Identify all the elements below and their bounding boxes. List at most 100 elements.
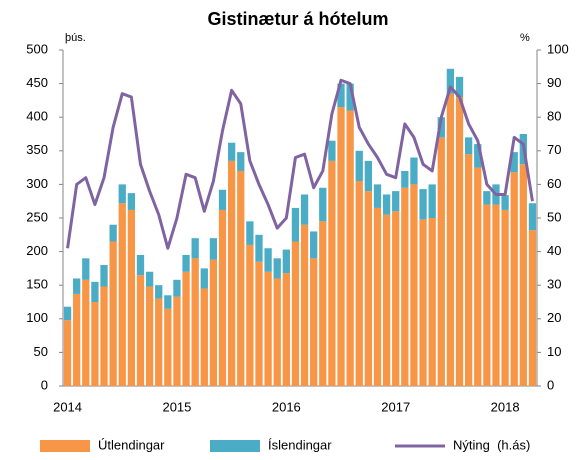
bar-segment	[264, 271, 272, 386]
bar-segment	[355, 181, 363, 386]
bar-segment	[401, 170, 409, 188]
bar-segment	[428, 218, 436, 386]
y-tick-label: 400	[26, 109, 48, 124]
legend-label: Útlendingar	[98, 437, 165, 452]
bar-segment	[410, 157, 418, 185]
legend-swatch	[40, 440, 90, 452]
x-tick-label: 2016	[272, 399, 301, 414]
y2-tick-label: 70	[547, 142, 561, 157]
bar-segment	[392, 191, 400, 212]
bar-segment	[382, 214, 391, 386]
bar-segment	[118, 184, 126, 204]
y-unit: þús.	[65, 32, 86, 44]
bar-segment	[164, 308, 172, 386]
y2-tick-label: 0	[547, 377, 554, 392]
y2-tick-label: 90	[547, 75, 561, 90]
bar-segment	[337, 107, 345, 387]
bar-segment	[255, 261, 263, 386]
chart-title: Gistinætur á hótelum	[207, 9, 388, 29]
legend-swatch	[210, 440, 260, 452]
bar-segment	[109, 241, 117, 386]
bar-segment	[73, 293, 81, 386]
y2-tick-label: 20	[547, 310, 561, 325]
bar-segment	[328, 160, 336, 386]
bar-segment	[209, 259, 218, 386]
y2-tick-label: 10	[547, 344, 561, 359]
bar-segment	[337, 83, 345, 108]
bar-segment	[209, 238, 218, 260]
bar-segment	[455, 76, 464, 98]
bar-segment	[63, 320, 72, 386]
bar-segment	[264, 248, 272, 272]
bar-segment	[127, 193, 136, 210]
bar-segment	[246, 244, 254, 386]
bar-segment	[164, 295, 172, 309]
bar-segment	[346, 83, 354, 111]
bar-segment	[145, 286, 154, 386]
bar-segment	[136, 254, 145, 276]
bar-segment	[364, 191, 373, 386]
bar-segment	[227, 160, 236, 386]
y-tick-label: 450	[26, 75, 48, 90]
x-tick-label: 2015	[162, 399, 191, 414]
legend-label: Nýting (h.ás)	[453, 437, 530, 452]
bar-segment	[401, 187, 409, 386]
bar-segment	[255, 234, 263, 262]
bar-segment	[382, 194, 391, 215]
y-tick-label: 300	[26, 176, 48, 191]
bar-segment	[319, 221, 327, 386]
x-tick-label: 2017	[381, 399, 410, 414]
bar-segment	[455, 97, 464, 386]
bar-segment	[319, 187, 327, 222]
bar-segment	[63, 306, 72, 321]
bar-segment	[437, 137, 445, 386]
y-tick-label: 0	[41, 377, 48, 392]
bar-segment	[155, 285, 163, 299]
bar-segment	[483, 204, 491, 386]
bar-segment	[483, 191, 491, 205]
x-tick-label: 2018	[491, 399, 520, 414]
bar-segment	[218, 209, 227, 386]
bar-segment	[182, 271, 190, 386]
bar-segment	[437, 117, 445, 138]
y2-tick-label: 80	[547, 109, 561, 124]
bar-segment	[182, 254, 190, 272]
bar-segment	[100, 286, 108, 386]
bar-segment	[510, 172, 518, 386]
bar-segment	[109, 224, 117, 242]
bar-segment	[273, 278, 281, 386]
y-tick-label: 50	[34, 344, 48, 359]
bar-segment	[82, 279, 90, 386]
bar-segment	[100, 265, 108, 287]
y2-tick-label: 100	[547, 41, 569, 56]
bar-segment	[373, 207, 382, 386]
line	[66, 78, 534, 250]
y-tick-label: 250	[26, 209, 48, 224]
bar-segment	[446, 93, 455, 387]
bar-segment	[528, 203, 537, 231]
bar-segment	[173, 279, 181, 297]
bar-segment	[200, 268, 208, 289]
bar-segment	[346, 110, 354, 386]
bar-segment	[91, 302, 99, 386]
bar-segment	[474, 167, 482, 386]
legend-label: Íslendingar	[268, 437, 332, 452]
bar-segment	[419, 189, 427, 220]
bar-segment	[237, 152, 245, 171]
bar-segment	[446, 68, 455, 94]
bar-segment	[355, 150, 363, 182]
bar-segment	[474, 144, 482, 168]
bar-segment	[464, 154, 473, 386]
bar-segment	[419, 219, 427, 386]
bar-segment	[392, 211, 400, 386]
bar-segment	[191, 258, 199, 386]
bar-segment	[237, 170, 245, 386]
y2-tick-label: 50	[547, 209, 561, 224]
bar-segment	[291, 207, 300, 242]
y2-tick-label: 40	[547, 243, 561, 258]
y-tick-label: 500	[26, 41, 48, 56]
y-tick-label: 150	[26, 277, 48, 292]
bar-segment	[155, 298, 163, 386]
y2-tick-label: 30	[547, 277, 561, 292]
